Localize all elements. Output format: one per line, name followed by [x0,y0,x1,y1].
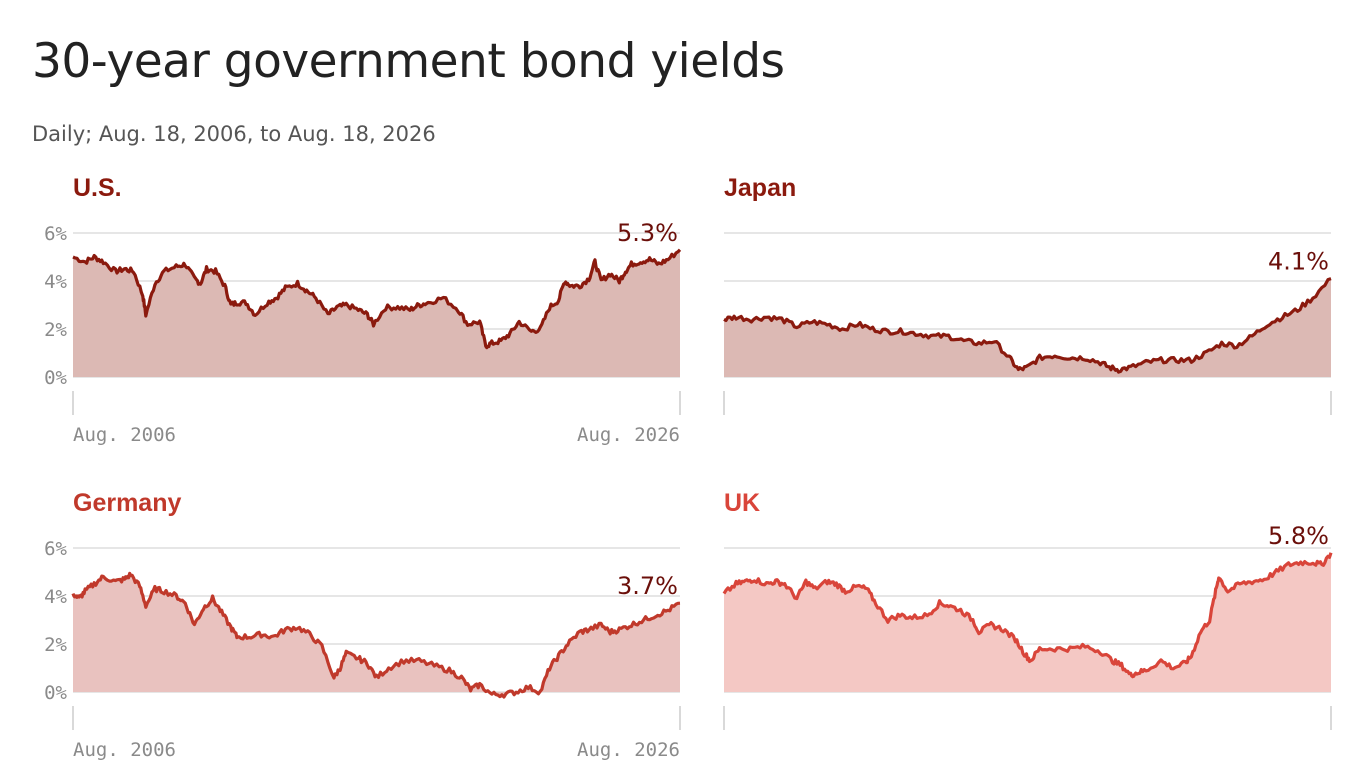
series-line-germany [71,571,681,699]
panel-title-uk: UK [724,489,760,517]
series-line-u-s [72,248,682,350]
series-line-uk [722,552,1333,679]
x-tick-label-end-u-s: Aug. 2026 [577,424,680,446]
panel-title-germany: Germany [73,489,181,517]
x-tick-label-start-u-s: Aug. 2006 [73,424,176,446]
end-value-label-u-s: 5.3% [617,219,678,247]
chart-subtitle: Daily; Aug. 18, 2006, to Aug. 18, 2026 [32,122,436,146]
series-line-japan [723,277,1332,374]
y-tick-label-germany: 6% [44,538,67,560]
y-tick-label-u-s: 0% [44,367,67,389]
y-tick-label-u-s: 4% [44,271,67,293]
y-tick-label-germany: 0% [44,682,67,704]
end-value-label-uk: 5.8% [1268,522,1329,550]
panel-title-japan: Japan [724,174,796,202]
panel-title-u-s: U.S. [73,174,122,202]
end-value-label-germany: 3.7% [617,572,678,600]
area-fill-germany [73,573,680,697]
chart-title: 30-year government bond yields [32,34,785,89]
x-tick-label-start-germany: Aug. 2006 [73,739,176,761]
area-fill-japan [724,278,1331,377]
y-tick-label-germany: 4% [44,586,67,608]
y-tick-label-u-s: 2% [44,319,67,341]
area-fill-u-s [73,249,680,377]
x-tick-label-end-germany: Aug. 2026 [577,739,680,761]
y-tick-label-u-s: 6% [44,223,67,245]
y-tick-label-germany: 2% [44,634,67,656]
area-fill-uk [724,552,1331,692]
end-value-label-japan: 4.1% [1268,248,1329,276]
